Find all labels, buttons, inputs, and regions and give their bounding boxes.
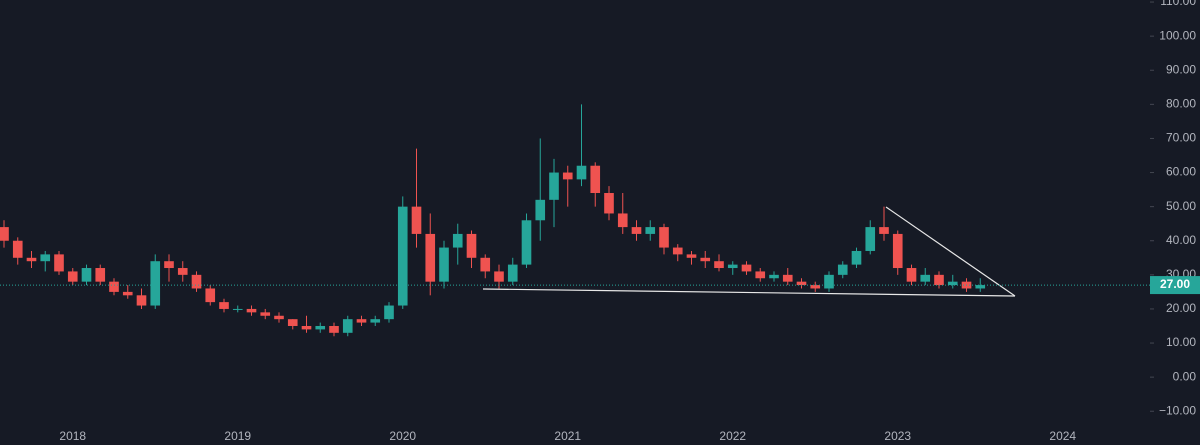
candle-body: [480, 257, 491, 272]
candle-body: [301, 325, 312, 330]
last-price-label: 27.00: [1160, 277, 1190, 291]
candle-body: [12, 240, 23, 258]
candle-body: [865, 227, 876, 251]
y-tick-label: 70.00: [1166, 131, 1196, 145]
x-tick-label: 2018: [59, 429, 86, 443]
x-tick-label: 2023: [884, 429, 911, 443]
candle-body: [507, 264, 518, 282]
candle-body: [466, 233, 477, 258]
y-tick-label: 90.00: [1166, 62, 1196, 76]
candle-body: [975, 285, 986, 289]
candle-body: [796, 281, 807, 286]
candle-body: [315, 325, 326, 330]
x-tick-label: 2019: [224, 429, 251, 443]
y-tick-label: 80.00: [1166, 97, 1196, 111]
candle-body: [54, 254, 64, 272]
candle-body: [549, 172, 559, 200]
x-tick-label: 2021: [554, 429, 581, 443]
candle-body: [370, 319, 381, 323]
candle-body: [851, 250, 862, 265]
candles: [0, 104, 986, 337]
candle-body: [0, 227, 9, 241]
support-line: [482, 288, 1016, 297]
y-tick-label: 0.00: [1173, 369, 1197, 383]
y-tick-label: 100.00: [1159, 28, 1196, 42]
candle-body: [604, 193, 614, 214]
candle-body: [150, 261, 161, 306]
y-tick-label: 110.00: [1160, 0, 1196, 8]
candle-body: [727, 264, 738, 269]
candle-body: [191, 274, 202, 289]
candle-body: [631, 227, 642, 234]
candle-body: [329, 325, 339, 333]
candle-body: [67, 271, 78, 282]
candle-body: [356, 319, 367, 323]
candle-body: [122, 291, 133, 296]
x-tick-label: 2024: [1049, 429, 1076, 443]
candle-body: [40, 254, 51, 262]
candle-body: [934, 274, 944, 286]
candle-body: [164, 261, 174, 269]
candle-body: [246, 308, 257, 313]
candle-body: [384, 305, 394, 320]
candle-body: [686, 254, 697, 258]
candle-body: [494, 271, 504, 282]
candle-body: [879, 227, 889, 234]
candle-body: [576, 165, 587, 180]
candle-body: [342, 319, 353, 333]
y-tick-label: 60.00: [1166, 165, 1196, 179]
y-tick-label: 10.00: [1166, 335, 1196, 349]
candle-body: [920, 274, 931, 282]
candle-body: [700, 257, 711, 262]
candle-body: [177, 268, 188, 275]
candle-body: [397, 206, 408, 306]
candle-body: [219, 302, 229, 309]
candle-body: [425, 233, 436, 282]
candle-body: [260, 312, 271, 316]
x-tick-label: 2020: [389, 429, 416, 443]
candle-body: [824, 274, 834, 289]
candle-body: [95, 268, 106, 282]
candle-body: [205, 288, 216, 303]
candle-body: [659, 227, 669, 248]
candle-body: [645, 227, 656, 234]
candle-body: [810, 285, 821, 289]
y-tick-label: −10.00: [1159, 403, 1196, 417]
candle-body: [617, 213, 628, 228]
candle-body: [947, 281, 958, 286]
candle-body: [535, 199, 546, 221]
candle-body: [769, 274, 779, 279]
candle-body: [26, 257, 37, 262]
candle-body: [741, 264, 752, 272]
y-tick-label: 40.00: [1166, 233, 1196, 247]
resistance-line: [885, 206, 1016, 297]
candle-body: [892, 233, 903, 269]
y-tick-label: 50.00: [1166, 199, 1196, 213]
candle-body: [274, 315, 284, 320]
x-tick-label: 2022: [719, 429, 746, 443]
candle-body: [411, 206, 422, 234]
candle-body: [590, 165, 601, 194]
candle-body: [837, 264, 848, 275]
trend-lines: [482, 206, 1016, 297]
candle-body: [452, 233, 463, 248]
candle-body: [755, 271, 766, 279]
candle-body: [109, 281, 119, 292]
last-price-box: [1150, 276, 1200, 295]
candle-body: [232, 308, 243, 310]
candle-body: [672, 247, 683, 255]
candle-body: [521, 220, 532, 265]
candle-body: [906, 268, 917, 282]
candle-body: [562, 172, 573, 180]
y-tick-label: 20.00: [1166, 301, 1196, 315]
candle-body: [439, 247, 449, 282]
candle-body: [81, 268, 92, 282]
candle-body: [287, 319, 298, 326]
candle-body: [714, 261, 724, 269]
candle-body: [136, 295, 147, 306]
candle-body: [782, 274, 793, 282]
